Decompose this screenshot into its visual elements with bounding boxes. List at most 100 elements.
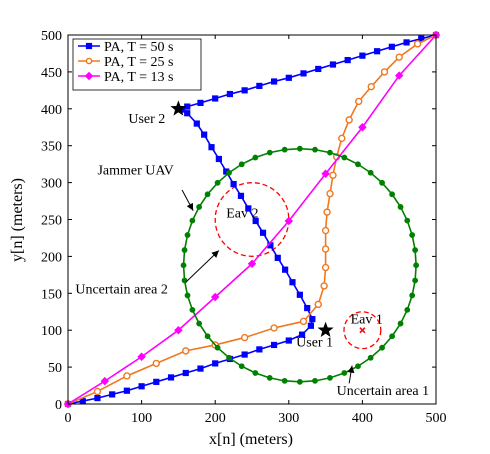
y-tick-label: 450 bbox=[41, 66, 62, 81]
x-tick-label: 400 bbox=[352, 411, 373, 426]
data-point bbox=[153, 378, 160, 385]
data-point bbox=[137, 352, 146, 361]
data-point bbox=[314, 300, 322, 309]
data-point bbox=[252, 217, 259, 225]
data-point bbox=[329, 61, 337, 68]
data-point bbox=[226, 169, 232, 176]
data-point bbox=[252, 154, 259, 161]
data-point bbox=[184, 232, 191, 238]
data-point bbox=[214, 344, 221, 351]
data-point bbox=[323, 208, 331, 216]
data-point bbox=[245, 205, 252, 212]
data-point bbox=[181, 247, 188, 253]
data-point bbox=[212, 95, 219, 102]
data-point bbox=[309, 316, 316, 323]
data-point bbox=[214, 179, 221, 186]
legend-entry-1: PA, T = 50 s bbox=[78, 40, 174, 55]
arrow-head bbox=[186, 202, 194, 211]
data-point bbox=[184, 110, 191, 117]
uncertain-area-circle-2 bbox=[343, 311, 382, 350]
data-point bbox=[329, 171, 337, 179]
legend-entry-3: PA, T = 13 s bbox=[78, 70, 174, 85]
data-point bbox=[304, 304, 311, 312]
data-point bbox=[326, 189, 334, 198]
arrow-shaft bbox=[185, 250, 220, 283]
y-tick-label: 100 bbox=[41, 324, 62, 339]
data-point bbox=[367, 354, 374, 361]
data-point bbox=[300, 70, 307, 77]
data-point bbox=[196, 320, 203, 327]
data-point bbox=[204, 191, 211, 198]
data-point bbox=[152, 359, 161, 368]
data-point bbox=[167, 374, 175, 381]
data-point bbox=[174, 325, 183, 335]
y-tick-label: 350 bbox=[41, 140, 62, 155]
data-point bbox=[389, 333, 395, 340]
data-point bbox=[367, 169, 374, 176]
data-point bbox=[412, 247, 419, 253]
data-point bbox=[180, 262, 187, 269]
data-point bbox=[355, 161, 361, 168]
x-tick-label: 100 bbox=[131, 411, 152, 426]
data-point bbox=[94, 394, 101, 402]
data-point bbox=[344, 56, 351, 64]
data-point bbox=[226, 90, 234, 98]
data-point bbox=[338, 134, 346, 143]
legend-marker bbox=[85, 42, 93, 50]
data-point bbox=[270, 78, 278, 85]
data-point bbox=[196, 204, 203, 210]
data-point bbox=[189, 217, 196, 224]
data-point bbox=[210, 292, 220, 302]
data-point bbox=[184, 292, 191, 299]
data-point bbox=[296, 145, 303, 152]
data-point bbox=[315, 65, 322, 73]
annotation-label-5: Jammer UAV bbox=[97, 163, 173, 178]
series-4 bbox=[180, 145, 420, 385]
data-point bbox=[289, 279, 296, 286]
legend-label: PA, T = 50 s bbox=[104, 40, 174, 55]
data-point bbox=[379, 344, 385, 351]
data-point bbox=[285, 337, 292, 344]
data-point bbox=[355, 363, 361, 370]
legend-marker bbox=[84, 71, 94, 81]
y-tick-label: 250 bbox=[41, 214, 62, 229]
data-point bbox=[413, 262, 420, 269]
annotation-label-2: User 1 bbox=[296, 335, 333, 350]
data-point bbox=[270, 341, 278, 349]
data-point bbox=[374, 48, 381, 55]
arrow-head bbox=[347, 365, 355, 374]
data-point bbox=[299, 317, 308, 326]
annotation-arrow-2 bbox=[185, 250, 220, 283]
point-of-interest-2 bbox=[317, 321, 334, 338]
data-point bbox=[252, 370, 259, 376]
data-point bbox=[123, 387, 130, 394]
data-point bbox=[403, 39, 410, 46]
annotation-label-7: Uncertain area 1 bbox=[337, 384, 430, 399]
annotation-label-4: Eav 1 bbox=[351, 313, 383, 328]
legend: PA, T = 50 sPA, T = 25 sPA, T = 13 s bbox=[72, 38, 202, 91]
data-point bbox=[359, 52, 366, 59]
data-point bbox=[281, 377, 288, 384]
data-point bbox=[345, 116, 353, 124]
y-tick-label: 200 bbox=[41, 250, 62, 265]
data-point bbox=[367, 82, 375, 91]
data-point bbox=[247, 259, 257, 268]
data-point bbox=[388, 43, 395, 50]
legend-marker bbox=[85, 57, 93, 65]
data-point bbox=[266, 374, 273, 381]
data-point bbox=[395, 53, 403, 61]
data-point bbox=[409, 232, 416, 238]
data-point bbox=[404, 306, 411, 313]
data-point bbox=[237, 192, 245, 199]
data-point bbox=[341, 370, 348, 376]
data-point bbox=[238, 363, 245, 370]
data-point bbox=[281, 146, 288, 153]
data-point bbox=[256, 346, 263, 353]
data-point bbox=[296, 291, 303, 298]
legend-box bbox=[72, 38, 202, 91]
point-of-interest-1 bbox=[170, 100, 187, 116]
annotation-label-6: Uncertain area 2 bbox=[75, 282, 168, 297]
data-point bbox=[307, 322, 314, 329]
data-point bbox=[256, 82, 263, 90]
legend-entry-2: PA, T = 25 s bbox=[78, 55, 174, 70]
